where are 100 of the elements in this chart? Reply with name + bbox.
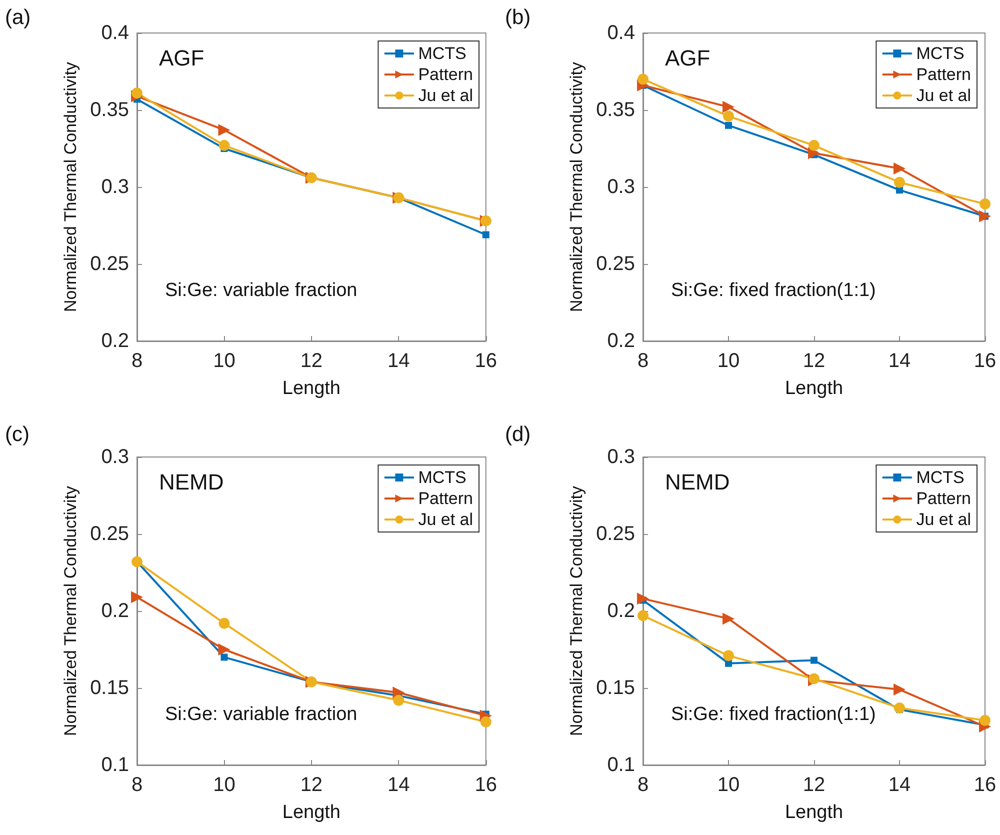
y-axis-title: Normalized Thermal Conductivity — [61, 61, 80, 312]
point — [723, 650, 734, 662]
x-tick-label: 16 — [474, 774, 497, 796]
y-tick-label: 0.25 — [596, 253, 635, 275]
chart-title: (a) — [5, 6, 31, 29]
legend-label: Ju et al — [418, 510, 473, 529]
point — [723, 110, 734, 122]
y-tick-label: 0.3 — [607, 446, 635, 468]
chart-title: (d) — [505, 423, 531, 446]
legend-label: MCTS — [418, 468, 466, 487]
legend-label: Pattern — [916, 489, 971, 508]
y-tick-label: 0.25 — [90, 523, 129, 545]
y-tick-label: 0.1 — [101, 754, 129, 776]
x-tick-label: 14 — [388, 350, 410, 372]
y-tick-label: 0.15 — [596, 677, 635, 699]
legend-label: Pattern — [916, 65, 971, 84]
annotation: Si:Ge: fixed fraction(1:1) — [671, 704, 876, 725]
legend-label: MCTS — [418, 44, 466, 63]
x-tick-label: 14 — [888, 774, 911, 796]
point — [482, 231, 490, 238]
point — [220, 654, 228, 661]
x-tick-label: 12 — [802, 774, 826, 796]
x-tick-label: 10 — [717, 350, 740, 372]
point — [218, 124, 230, 136]
point — [722, 100, 734, 113]
point — [894, 176, 905, 188]
point — [808, 140, 820, 151]
point — [894, 162, 906, 175]
point — [980, 198, 990, 210]
point — [131, 591, 143, 604]
legend-label: MCTS — [916, 468, 964, 487]
x-tick-label: 12 — [802, 350, 826, 372]
legend-label: Ju et al — [916, 510, 971, 529]
point — [392, 686, 405, 699]
annotation: Si:Ge: fixed fraction(1:1) — [671, 280, 876, 301]
x-tick-label: 10 — [717, 774, 740, 796]
chart-title: (b) — [505, 6, 531, 29]
annotation: Si:Ge: variable fraction — [165, 704, 358, 725]
x-tick-label: 8 — [637, 350, 649, 372]
x-tick-label: 8 — [637, 774, 649, 796]
x-tick-label: 14 — [388, 774, 410, 796]
y-axis-title: Normalized Thermal Conductivity — [567, 485, 586, 736]
x-tick-label: 12 — [300, 774, 323, 796]
annotation: AGF — [665, 46, 710, 70]
chart-title: (c) — [5, 423, 30, 446]
x-tick-label: 16 — [974, 774, 996, 796]
annotation: NEMD — [159, 470, 224, 494]
y-axis-title: Normalized Thermal Conductivity — [61, 485, 80, 736]
x-tick-label: 16 — [474, 350, 497, 372]
y-tick-label: 0.15 — [90, 677, 129, 699]
x-tick-label: 8 — [131, 774, 143, 796]
y-axis-title: Normalized Thermal Conductivity — [567, 61, 586, 312]
point — [722, 612, 734, 625]
y-tick-label: 0.25 — [596, 523, 635, 545]
legend-label: Pattern — [418, 65, 473, 84]
annotation: AGF — [159, 46, 204, 70]
point — [218, 618, 230, 629]
annotation: Si:Ge: variable fraction — [165, 280, 358, 301]
y-tick-label: 0.25 — [90, 253, 129, 275]
point — [725, 122, 732, 129]
y-tick-label: 0.2 — [607, 600, 635, 622]
y-tick-label: 0.3 — [101, 446, 129, 468]
point — [894, 684, 906, 696]
x-axis-title: Length — [282, 378, 340, 399]
y-tick-label: 0.35 — [596, 99, 635, 121]
legend-label: MCTS — [916, 44, 964, 63]
point — [218, 644, 230, 656]
x-tick-label: 12 — [300, 350, 323, 372]
x-axis-title: Length — [282, 802, 340, 823]
point — [393, 694, 404, 706]
legend-label: Ju et al — [418, 86, 473, 105]
x-tick-label: 8 — [131, 350, 143, 372]
legend-label: Pattern — [418, 489, 473, 508]
x-axis-title: Length — [784, 802, 844, 823]
point — [980, 714, 990, 726]
point — [979, 210, 991, 222]
point — [894, 702, 905, 714]
x-tick-label: 16 — [974, 350, 996, 372]
y-tick-label: 0.2 — [607, 330, 635, 352]
y-tick-label: 0.35 — [90, 99, 129, 121]
point — [132, 88, 142, 99]
y-tick-label: 0.4 — [101, 22, 129, 44]
x-tick-label: 10 — [213, 350, 236, 372]
y-tick-label: 0.2 — [101, 600, 129, 622]
point — [480, 716, 492, 728]
point — [810, 656, 818, 664]
y-tick-label: 0.2 — [101, 330, 129, 352]
annotation: NEMD — [665, 470, 730, 494]
point — [638, 74, 648, 85]
x-axis-title: Length — [784, 378, 844, 399]
y-tick-label: 0.3 — [607, 176, 635, 198]
x-tick-label: 14 — [888, 350, 911, 372]
point — [637, 592, 649, 605]
y-tick-label: 0.1 — [607, 754, 635, 776]
legend-label: Ju et al — [916, 86, 971, 105]
x-tick-label: 10 — [213, 774, 236, 796]
y-tick-label: 0.4 — [607, 22, 635, 44]
point — [638, 610, 648, 622]
y-tick-label: 0.3 — [101, 176, 129, 198]
point — [218, 140, 230, 151]
